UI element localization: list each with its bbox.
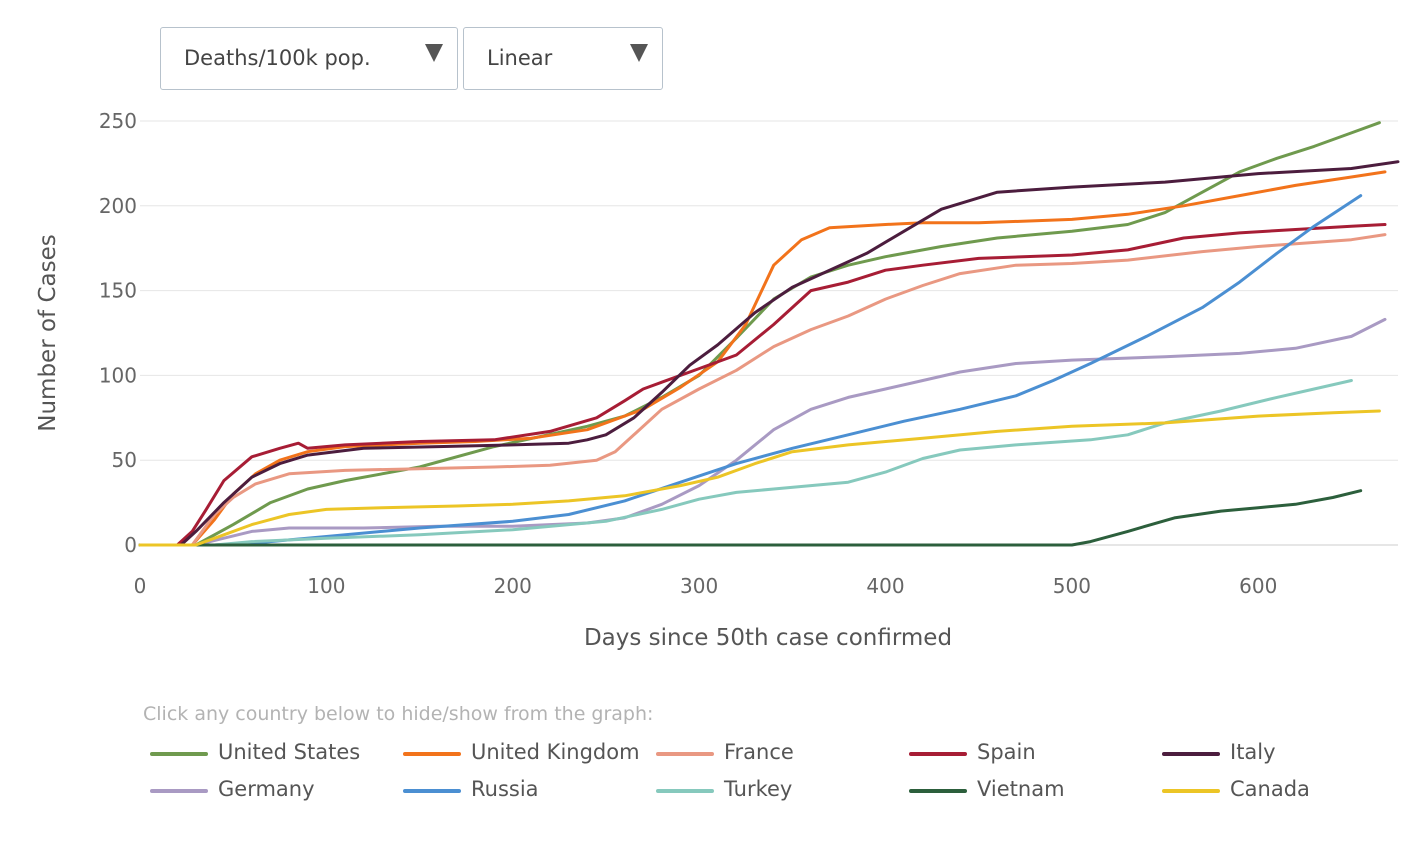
y-tick-label: 150 xyxy=(99,279,137,303)
legend-label: Turkey xyxy=(724,777,793,801)
series-line-italy xyxy=(138,160,1400,547)
legend-swatch xyxy=(1162,789,1220,793)
legend-swatch xyxy=(656,789,714,793)
series-line-germany xyxy=(138,317,1387,547)
metric-select-value: Deaths/100k pop. xyxy=(184,46,371,70)
series-line-canada xyxy=(138,409,1381,547)
legend-label: United Kingdom xyxy=(471,740,640,764)
line-chart: 0 50 100 150 200 250 0 100 200 300 400 500 600 Days s… xyxy=(35,109,1400,651)
legend-swatch xyxy=(909,752,967,756)
metric-select[interactable]: Deaths/100k pop. xyxy=(160,27,458,90)
y-axis-title: Number of Cases xyxy=(35,234,61,431)
x-tick-label: 600 xyxy=(1239,574,1277,598)
legend-hint: Click any country below to hide/show fro… xyxy=(143,703,654,725)
y-tick-label: 100 xyxy=(99,363,137,387)
legend-label: Spain xyxy=(977,740,1036,764)
y-tick-label: 250 xyxy=(99,109,137,133)
x-axis-title: Days since 50th case confirmed xyxy=(584,625,952,651)
x-tick-label: 200 xyxy=(494,574,532,598)
y-tick-label: 0 xyxy=(124,533,137,557)
series-line-spain xyxy=(138,223,1387,547)
y-tick-label: 200 xyxy=(99,194,137,218)
y-tick-label: 50 xyxy=(112,448,137,472)
series-line-vietnam xyxy=(138,489,1363,547)
legend-label: France xyxy=(724,740,794,764)
x-tick-label: 500 xyxy=(1053,574,1091,598)
legend-label: Germany xyxy=(218,777,315,801)
scale-select[interactable]: Linear xyxy=(463,27,663,90)
legend-swatch xyxy=(656,752,714,756)
x-tick-label: 0 xyxy=(134,574,147,598)
chevron-down-icon xyxy=(425,44,443,62)
scale-select-value: Linear xyxy=(487,46,553,70)
legend-swatch xyxy=(909,789,967,793)
x-tick-label: 400 xyxy=(866,574,904,598)
legend-label: Canada xyxy=(1230,777,1310,801)
series-line-united-states xyxy=(138,121,1381,547)
legend-swatch xyxy=(150,789,208,793)
legend-label: Vietnam xyxy=(977,777,1065,801)
legend-label: United States xyxy=(218,740,361,764)
legend-swatch xyxy=(1162,752,1220,756)
legend-label: Italy xyxy=(1230,740,1276,764)
legend-swatch xyxy=(150,752,208,756)
legend-swatch xyxy=(403,789,461,793)
chevron-down-icon xyxy=(630,44,648,62)
x-tick-label: 100 xyxy=(307,574,345,598)
legend-label: Russia xyxy=(471,777,539,801)
series-line-france xyxy=(138,233,1387,547)
x-tick-label: 300 xyxy=(680,574,718,598)
legend-swatch xyxy=(403,752,461,756)
